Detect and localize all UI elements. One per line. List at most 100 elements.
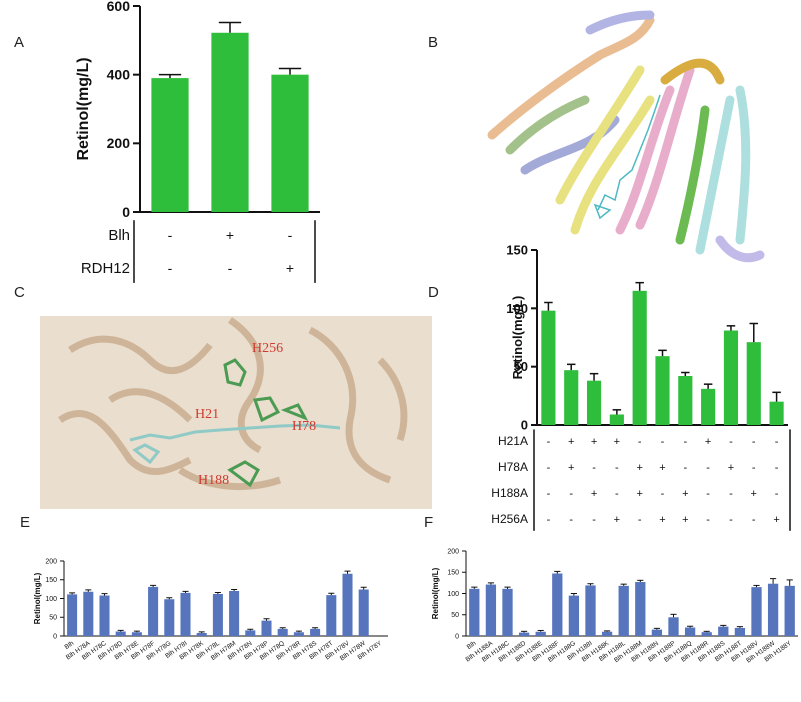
condition-sign: + <box>591 436 597 448</box>
condition-name: H21A <box>498 434 528 448</box>
y-tick-label: 200 <box>107 135 131 151</box>
y-tick-label: 50 <box>514 359 528 374</box>
bar <box>635 582 646 636</box>
bar <box>212 594 223 636</box>
condition-name: RDH12 <box>81 260 130 277</box>
condition-sign: - <box>729 436 733 448</box>
bar <box>586 380 602 425</box>
bar <box>293 632 304 636</box>
bar <box>196 633 207 636</box>
bar <box>668 617 679 636</box>
condition-sign: + <box>226 227 234 243</box>
y-tick-label: 150 <box>506 243 528 258</box>
condition-sign: + <box>728 462 734 474</box>
condition-sign: + <box>751 488 757 500</box>
condition-sign: - <box>706 462 710 474</box>
condition-sign: + <box>614 514 620 526</box>
condition-name: Blh <box>108 227 130 244</box>
bar <box>585 585 596 636</box>
bar <box>469 588 480 636</box>
y-tick-label: 0 <box>53 633 57 640</box>
condition-sign: + <box>614 436 620 448</box>
bar <box>180 592 191 636</box>
y-tick-label: 600 <box>107 0 131 14</box>
bar <box>211 32 249 212</box>
condition-sign: - <box>638 436 642 448</box>
bar <box>229 591 240 636</box>
bar <box>535 631 546 636</box>
bar <box>552 573 563 636</box>
condition-sign: - <box>569 514 573 526</box>
bar <box>701 388 716 425</box>
y-tick-label: 400 <box>107 67 131 83</box>
condition-sign: + <box>568 436 574 448</box>
x-tick-label: Blh <box>466 640 478 651</box>
condition-sign: - <box>547 514 551 526</box>
bar <box>734 627 746 636</box>
condition-sign: + <box>636 488 642 500</box>
y-axis-label: Retinol(mg/L) <box>75 57 92 160</box>
condition-sign: - <box>683 462 687 474</box>
bar <box>632 290 647 425</box>
y-axis-label: Retinol(mg/L) <box>510 296 525 380</box>
x-tick-label: Blh <box>64 640 76 651</box>
condition-sign: - <box>615 462 619 474</box>
condition-sign: - <box>752 462 756 474</box>
condition-sign: - <box>706 488 710 500</box>
bar <box>271 74 309 213</box>
bar <box>151 78 189 212</box>
condition-sign: - <box>661 436 665 448</box>
condition-sign: + <box>659 514 665 526</box>
residue-label-h188: H188 <box>198 473 229 488</box>
condition-sign: - <box>168 227 173 243</box>
bar <box>326 595 337 636</box>
bar <box>518 632 530 636</box>
bar <box>99 595 110 636</box>
bar <box>245 630 256 636</box>
bar <box>131 632 142 636</box>
condition-sign: - <box>228 260 233 276</box>
panel-label-e: E <box>20 514 31 531</box>
y-tick-label: 200 <box>447 548 459 555</box>
bar <box>718 626 729 636</box>
y-tick-label: 150 <box>45 577 57 584</box>
y-tick-label: 50 <box>49 615 57 622</box>
condition-sign: - <box>775 462 779 474</box>
condition-sign: - <box>547 488 551 500</box>
condition-sign: - <box>752 514 756 526</box>
condition-sign: - <box>569 488 573 500</box>
y-tick-label: 100 <box>447 591 459 598</box>
y-tick-label: 100 <box>506 301 528 316</box>
condition-sign: - <box>729 514 733 526</box>
panel-label-a: A <box>14 34 25 51</box>
bar <box>115 631 126 636</box>
y-tick-label: 0 <box>122 204 130 220</box>
condition-sign: - <box>729 488 733 500</box>
bar <box>746 342 761 425</box>
y-axis-label: Retinol(mg/L) <box>33 572 42 624</box>
y-tick-label: 50 <box>451 612 459 619</box>
condition-sign: - <box>752 436 756 448</box>
bar <box>723 330 739 425</box>
condition-sign: - <box>638 514 642 526</box>
bar <box>601 631 613 636</box>
bar <box>541 310 556 425</box>
condition-sign: + <box>682 514 688 526</box>
bar <box>784 585 795 636</box>
condition-sign: - <box>547 462 551 474</box>
condition-sign: - <box>592 514 596 526</box>
bar <box>751 587 762 636</box>
bar <box>564 370 579 425</box>
y-tick-label: 150 <box>447 570 459 577</box>
panel-label-d: D <box>428 284 439 301</box>
condition-sign: + <box>682 488 688 500</box>
condition-sign: - <box>775 488 779 500</box>
panel-label-b: B <box>428 34 439 51</box>
bar <box>148 586 159 636</box>
bar <box>164 599 175 636</box>
